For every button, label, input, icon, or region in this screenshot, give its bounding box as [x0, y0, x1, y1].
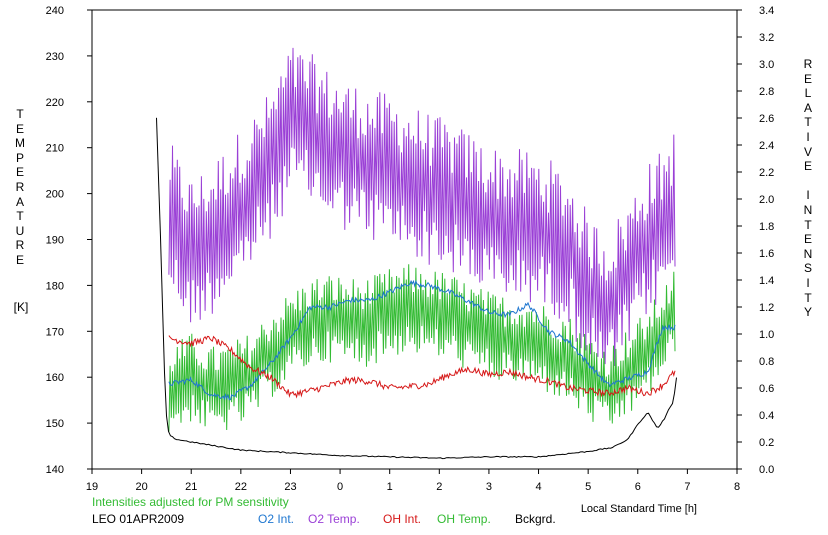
right-y-tick-label: 1.4 [759, 275, 774, 287]
right-y-tick-label: 2.0 [759, 194, 774, 206]
x-tick-label: 22 [235, 481, 247, 493]
x-tick-label: 5 [585, 481, 591, 493]
left-y-tick-label: 200 [46, 189, 64, 201]
x-tick-label: 4 [535, 481, 541, 493]
x-axis-ticks: 19 20 21 22 23 0 1 2 3 4 5 6 7 8 [86, 469, 740, 493]
legend-oh-temp: OH Temp. [437, 512, 491, 526]
left-y-tick-label: 180 [46, 280, 64, 292]
left-y-tick-label: 210 [46, 143, 64, 155]
pm-sensitivity-note: Intensities adjusted for PM sensitivity [92, 495, 289, 509]
left-y-tick-label: 190 [46, 235, 64, 247]
x-tick-label: 8 [734, 481, 740, 493]
x-tick-label: 19 [86, 481, 98, 493]
right-y-tick-label: 0.2 [759, 437, 774, 449]
station-label: LEO 01APR2009 [92, 512, 185, 526]
right-y-tick-label: 0.4 [759, 410, 774, 422]
left-y-tick-label: 240 [46, 5, 64, 17]
right-y-tick-label: 1.2 [759, 302, 774, 314]
right-y-tick-label: 2.6 [759, 113, 774, 125]
right-y-tick-label: 0.6 [759, 383, 774, 395]
x-tick-label: 0 [337, 481, 343, 493]
left-y-tick-label: 160 [46, 372, 64, 384]
x-tick-label: 2 [436, 481, 442, 493]
right-y-tick-label: 3.2 [759, 32, 774, 44]
right-y-tick-label: 2.8 [759, 86, 774, 98]
x-axis-title: Local Standard Time [h] [581, 503, 697, 515]
legend-bckgrd: Bckgrd. [515, 512, 556, 526]
right-y-tick-label: 0.0 [759, 464, 774, 476]
series-line-o2-int [168, 279, 676, 401]
right-y-tick-label: 2.4 [759, 140, 774, 152]
x-tick-label: 7 [684, 481, 690, 493]
series-line-oh-temp [168, 264, 676, 432]
right-y-tick-label: 2.2 [759, 167, 774, 179]
left-y-tick-label: 230 [46, 51, 64, 63]
right-y-tick-label: 3.0 [759, 59, 774, 71]
right-y-tick-label: 1.6 [759, 248, 774, 260]
series-line-o2-temp [168, 47, 676, 367]
legend-oh-int: OH Int. [383, 512, 422, 526]
x-tick-label: 21 [185, 481, 197, 493]
x-tick-label: 6 [635, 481, 641, 493]
left-y-axis-ticks: 140 150 160 170 180 190 200 210 220 230 240 [46, 5, 92, 476]
x-tick-label: 23 [284, 481, 296, 493]
left-axis-unit: [K] [13, 300, 29, 314]
right-y-axis-ticks: 0.0 0.2 0.4 0.6 0.8 1.0 1.2 1.4 1.6 1.8 2.0 2.2 2.4 2… [737, 5, 774, 476]
right-y-tick-label: 1.8 [759, 221, 774, 233]
right-y-tick-label: 1.0 [759, 329, 774, 341]
left-y-tick-label: 220 [46, 97, 64, 109]
right-y-tick-label: 0.8 [759, 356, 774, 368]
series-line-bckgrd [156, 117, 677, 460]
left-y-tick-label: 150 [46, 418, 64, 430]
series-layer [156, 47, 677, 460]
x-tick-label: 20 [135, 481, 147, 493]
legend-o2-int: O2 Int. [258, 512, 295, 526]
x-tick-label: 1 [387, 481, 393, 493]
left-y-tick-label: 170 [46, 326, 64, 338]
series-line-oh-int [168, 335, 676, 399]
x-tick-label: 3 [486, 481, 492, 493]
legend-o2-temp: O2 Temp. [308, 512, 360, 526]
right-y-tick-label: 3.4 [759, 5, 774, 17]
left-y-tick-label: 140 [46, 464, 64, 476]
legend: O2 Int. O2 Temp. OH Int. OH Temp. Bckgrd… [0, 512, 828, 530]
